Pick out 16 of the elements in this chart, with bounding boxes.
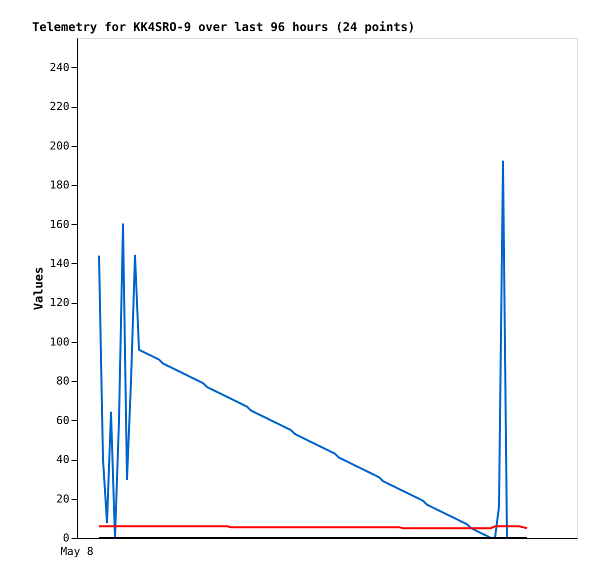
y-tick-label: 220 — [50, 100, 70, 114]
y-tick-label: 140 — [50, 256, 70, 270]
y-tick-label: 0 — [62, 532, 70, 544]
y-axis-title: Values — [32, 266, 46, 310]
text: May 8 — [60, 545, 94, 558]
y-tick-label: 60 — [56, 414, 70, 427]
y-tick-label: 40 — [56, 453, 70, 466]
y-tick-label: 200 — [50, 139, 70, 152]
y-tick-label: 100 — [50, 335, 70, 348]
y-tick-label: 80 — [56, 374, 70, 388]
y-tick-label: 160 — [50, 218, 70, 231]
y-tick-label: 20 — [56, 492, 70, 506]
y-tick-label: 120 — [50, 296, 70, 310]
y-tick-label: 180 — [50, 178, 70, 192]
chart-title: Telemetry for KK4SRO-9 over last 96 hours (24 points) — [32, 20, 416, 34]
y-tick-label: 240 — [50, 60, 70, 74]
